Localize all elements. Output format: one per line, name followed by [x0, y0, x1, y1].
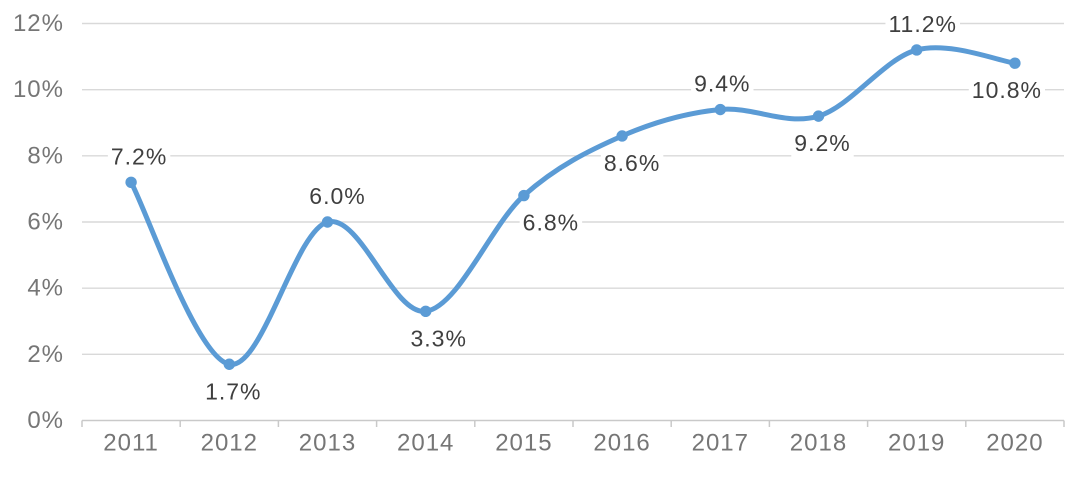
data-label-backing — [306, 182, 369, 210]
data-label-backing — [885, 9, 960, 38]
x-tick-label-2013: 2013 — [299, 430, 356, 457]
data-point-marker-2020 — [1009, 57, 1021, 69]
x-tick-label-2012: 2012 — [201, 430, 258, 457]
series-line — [128, 45, 1018, 367]
data-label-backing — [519, 208, 583, 237]
data-label-2011: 7.2% — [111, 143, 167, 169]
x-tick-label-2017: 2017 — [692, 430, 749, 457]
data-series — [128, 45, 1018, 367]
y-tick-label-4%: 4% — [27, 275, 64, 302]
data-label-2019: 11.2% — [888, 11, 957, 37]
y-tick-label-10%: 10% — [13, 76, 64, 103]
data-label-backing — [968, 76, 1046, 105]
y-tick-label-6%: 6% — [27, 209, 64, 236]
data-label-2012: 1.7% — [205, 378, 261, 404]
data-label-backing — [691, 69, 754, 98]
y-tick-label-0%: 0% — [27, 407, 64, 434]
data-label-2017: 9.4% — [694, 71, 750, 97]
data-markers — [125, 44, 1021, 370]
x-tick-label-2018: 2018 — [790, 430, 847, 457]
x-axis — [81, 419, 1065, 427]
data-label-backing — [791, 129, 854, 158]
data-label-2013: 6.0% — [309, 183, 365, 209]
y-axis-labels: 0% 2% 4% 6% 8% 10% 12% — [13, 10, 64, 434]
data-label-2014: 3.3% — [410, 325, 466, 351]
data-point-marker-2017 — [714, 103, 726, 116]
x-tick-label-2014: 2014 — [397, 430, 454, 457]
x-tick-label-2020: 2020 — [986, 430, 1043, 457]
data-labels: 7.2% 1.7% 6.0% 3.3% 6.8% 8.6% 9.4% 9.2% 11.2% 10.… — [107, 9, 1046, 406]
y-tick-label-8%: 8% — [27, 142, 64, 169]
x-tick-label-2019: 2019 — [888, 430, 945, 457]
data-label-2020: 10.8% — [972, 77, 1042, 103]
x-tick-label-2015: 2015 — [495, 430, 552, 457]
y-tick-label-12%: 12% — [13, 10, 64, 37]
x-tick-label-2011: 2011 — [103, 430, 159, 457]
data-label-2015: 6.8% — [523, 210, 579, 236]
data-point-marker-2013 — [321, 216, 334, 228]
data-label-backing — [407, 324, 470, 353]
data-label-backing — [600, 148, 664, 177]
gridlines — [82, 22, 1064, 356]
data-point-marker-2014 — [420, 305, 432, 318]
x-tick-label-2016: 2016 — [593, 430, 650, 457]
data-point-marker-2016 — [616, 130, 628, 142]
x-axis-labels: 2011 2012 2013 2014 2015 2016 2017 2018 2019 2020 — [103, 430, 1043, 457]
data-label-2016: 8.6% — [604, 150, 660, 176]
y-tick-label-2%: 2% — [27, 341, 64, 368]
data-point-marker-2018 — [812, 110, 825, 122]
data-label-2018: 9.2% — [794, 130, 850, 156]
data-point-marker-2019 — [911, 44, 923, 56]
data-label-backing — [107, 142, 171, 171]
data-point-marker-2015 — [518, 189, 530, 202]
data-point-marker-2011 — [125, 176, 137, 188]
data-label-backing — [202, 377, 265, 406]
data-point-marker-2012 — [223, 358, 235, 370]
